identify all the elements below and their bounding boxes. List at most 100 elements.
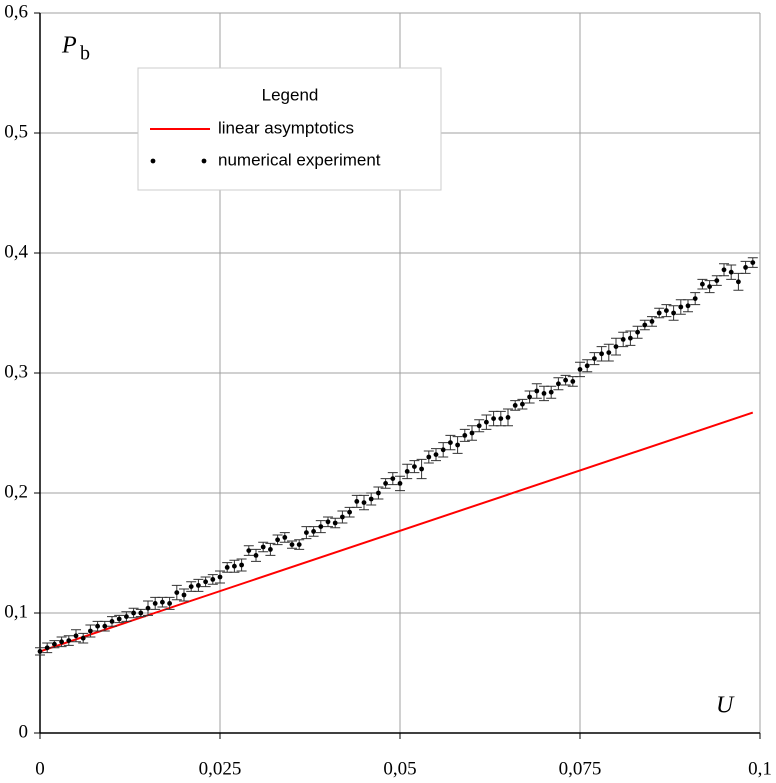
data-point [116, 616, 122, 622]
data-point [548, 389, 554, 395]
data-point [124, 614, 129, 619]
data-point [462, 433, 468, 438]
data-point [340, 514, 345, 520]
data-point [491, 416, 496, 421]
data-point [707, 284, 712, 289]
legend: Legend linear asymptotics numerical exper… [137, 67, 442, 191]
data-point [412, 464, 417, 469]
data-point [37, 649, 43, 654]
x-axis-label: U [716, 693, 735, 719]
x-tick-label: 0 [35, 758, 45, 779]
data-point [563, 377, 568, 383]
data-point [390, 476, 396, 481]
y-axis-label-subscript: b [80, 43, 90, 65]
data-point [95, 623, 100, 629]
data-point [498, 416, 504, 421]
data-point [570, 379, 576, 384]
data-point [66, 638, 72, 643]
legend-box [137, 67, 442, 191]
data-point [239, 562, 245, 568]
data-point [304, 530, 309, 535]
data-point [440, 447, 446, 453]
data-point [469, 430, 475, 436]
y-tick-label: 0,2 [4, 481, 28, 502]
line [39, 411, 754, 653]
data-point [628, 335, 633, 341]
data-point [448, 440, 453, 445]
data-point [750, 260, 756, 265]
data-point [433, 452, 439, 457]
data-point [246, 548, 252, 553]
data-point [253, 553, 259, 558]
data-point [318, 524, 324, 529]
data-point [311, 529, 316, 534]
data-point [700, 281, 705, 287]
y-tick-label: 0,6 [4, 1, 28, 22]
legend-label: numerical experiment [218, 150, 381, 169]
data-point [584, 363, 590, 369]
legend-marker [201, 158, 207, 164]
x-tick-label: 0,05 [383, 758, 416, 779]
data-point [59, 639, 64, 645]
data-point [224, 565, 230, 570]
data-point [484, 419, 489, 425]
x-tick-label: 0,075 [559, 758, 602, 779]
data-point [131, 610, 137, 616]
data-point [210, 577, 216, 582]
data-point [599, 351, 604, 357]
data-point [728, 269, 734, 275]
y-tick-label: 0,1 [4, 601, 28, 622]
data-point [527, 394, 532, 400]
data-point [167, 601, 173, 606]
data-point [541, 391, 547, 396]
data-point [505, 415, 511, 420]
data-point [145, 605, 151, 611]
data-point [268, 547, 273, 552]
data-point [613, 344, 619, 349]
data-point [368, 496, 374, 502]
data-point [383, 481, 388, 486]
data-point [635, 329, 640, 335]
data-point [174, 590, 180, 595]
data-point [556, 381, 561, 387]
data-point [426, 454, 432, 460]
data-point [196, 583, 201, 588]
x-tick-label: 0,025 [199, 758, 242, 779]
y-tick-label: 0,4 [4, 241, 28, 262]
legend-title: Legend [262, 85, 319, 104]
y-tick-label: 0,5 [4, 121, 28, 142]
data-point [455, 442, 460, 448]
data-point [102, 623, 108, 629]
data-point [152, 601, 158, 606]
data-point [361, 500, 367, 505]
data-point [736, 279, 741, 285]
data-point [685, 303, 691, 309]
data-point [714, 278, 720, 283]
data-point [80, 635, 86, 641]
data-point [620, 337, 626, 342]
data-point [217, 574, 223, 580]
data-point [275, 537, 280, 543]
data-point [404, 469, 410, 474]
data-point [325, 519, 331, 525]
data-point [44, 645, 50, 651]
data-point [109, 619, 115, 624]
data-point [203, 579, 209, 585]
data-point [73, 633, 79, 639]
legend-label: linear asymptotics [218, 118, 354, 137]
data-point [88, 628, 93, 634]
data-point [577, 367, 583, 372]
data-point [642, 322, 648, 328]
data-point [419, 466, 424, 472]
data-point [592, 356, 597, 361]
data-point [664, 308, 669, 313]
data-point [260, 544, 266, 550]
data-point [282, 535, 288, 540]
data-point [671, 310, 676, 316]
data-point [181, 592, 187, 598]
data-point [606, 350, 612, 355]
data-point [296, 542, 302, 547]
data-point [534, 388, 540, 394]
data-point [188, 584, 194, 589]
